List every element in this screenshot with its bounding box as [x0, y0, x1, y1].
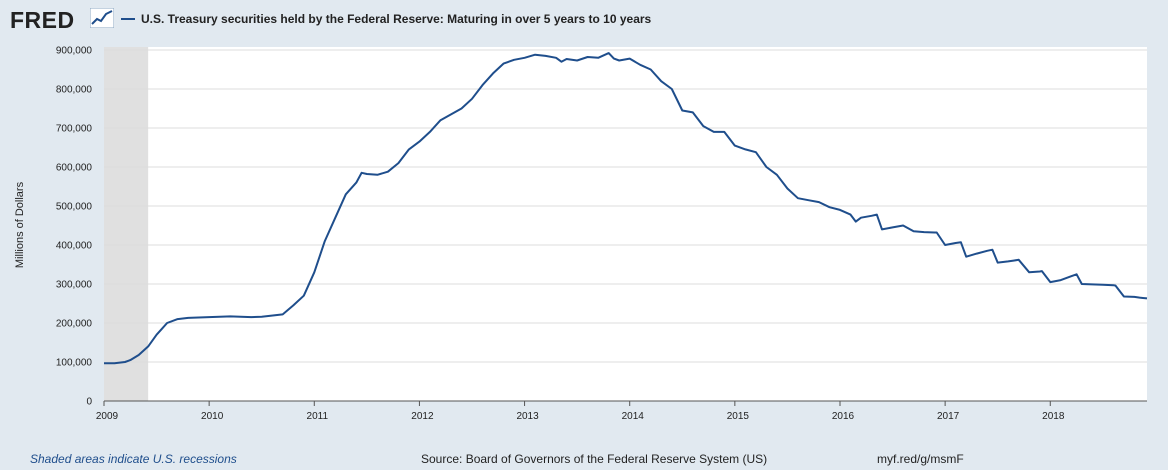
- y-tick-label: 400,000: [56, 241, 93, 252]
- y-tick-label: 600,000: [56, 163, 93, 174]
- x-tick-label: 2015: [727, 411, 750, 422]
- legend-line-swatch: [121, 18, 135, 20]
- source-text: Source: Board of Governors of the Federa…: [421, 452, 768, 466]
- x-tick-label: 2011: [307, 411, 329, 422]
- y-tick-label: 800,000: [56, 85, 93, 96]
- x-tick-label: 2009: [96, 411, 119, 422]
- y-tick-label: 500,000: [56, 202, 93, 213]
- y-tick-label: 300,000: [56, 280, 93, 291]
- legend-series-name[interactable]: U.S. Treasury securities held by the Fed…: [141, 12, 652, 26]
- fred-chart-icon: [90, 8, 114, 28]
- x-tick-label: 2010: [201, 411, 224, 422]
- x-tick-label: 2018: [1042, 411, 1065, 422]
- series-line: [104, 52, 1148, 365]
- x-tick-label: 2014: [622, 411, 645, 422]
- fred-logo: FRED: [10, 7, 75, 33]
- chart-legend: U.S. Treasury securities held by the Fed…: [121, 12, 651, 26]
- plot-area: [104, 47, 1147, 401]
- recession-note: Shaded areas indicate U.S. recessions: [30, 452, 237, 466]
- short-url[interactable]: myf.red/g/msmF: [877, 452, 964, 466]
- x-tick-label: 2013: [516, 411, 539, 422]
- y-tick-label: 700,000: [56, 124, 93, 135]
- y-tick-label: 0: [86, 397, 92, 408]
- recession-shade: [104, 47, 149, 401]
- y-tick-label: 200,000: [56, 319, 93, 330]
- x-tick-label: 2012: [411, 411, 434, 422]
- y-tick-label: 900,000: [56, 46, 93, 57]
- x-tick-label: 2016: [832, 411, 855, 422]
- x-tick-label: 2017: [937, 411, 960, 422]
- y-tick-label: 100,000: [56, 358, 93, 369]
